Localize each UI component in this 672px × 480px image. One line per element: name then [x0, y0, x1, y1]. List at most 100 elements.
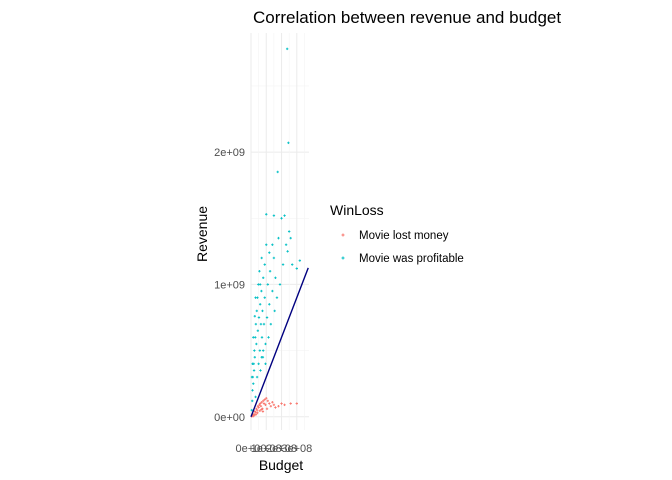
point	[253, 413, 256, 417]
point	[280, 402, 283, 405]
point	[265, 213, 268, 216]
point	[287, 141, 290, 145]
point	[256, 411, 259, 414]
point	[263, 263, 266, 266]
point	[283, 214, 286, 217]
point	[271, 289, 274, 293]
point	[260, 336, 264, 339]
point	[257, 406, 260, 409]
point	[252, 369, 256, 372]
point	[253, 349, 256, 352]
point	[264, 403, 267, 407]
point	[266, 283, 269, 286]
point	[251, 389, 254, 392]
point	[255, 309, 258, 313]
point	[258, 270, 261, 273]
point	[265, 316, 269, 319]
point	[258, 283, 262, 286]
y-tick-label: 0e+00	[214, 412, 245, 424]
point	[295, 267, 298, 270]
reference-line-group	[250, 267, 309, 418]
point	[254, 322, 258, 326]
point	[259, 404, 263, 408]
legend-label: Movie was profitable	[359, 253, 464, 265]
point	[265, 243, 268, 246]
point	[271, 401, 274, 404]
x-tick-label: 2e+08	[266, 443, 297, 455]
point	[268, 251, 271, 254]
point	[258, 403, 261, 407]
point	[257, 362, 260, 366]
point	[258, 349, 262, 352]
point	[287, 230, 291, 233]
x-tick-label: 0e+00	[236, 443, 267, 455]
point	[252, 336, 255, 339]
point	[260, 289, 263, 293]
point	[265, 397, 268, 400]
point	[253, 314, 257, 318]
point	[251, 399, 254, 403]
point	[260, 256, 263, 260]
x-tick-label: 1e+08	[251, 443, 282, 455]
point	[258, 402, 262, 405]
point	[250, 375, 254, 379]
point	[286, 250, 289, 253]
legend-entry: Movie was profitable	[341, 253, 464, 265]
point	[268, 402, 271, 405]
point	[268, 270, 272, 273]
point	[254, 410, 257, 414]
point	[258, 303, 262, 306]
point	[295, 402, 298, 405]
point	[256, 329, 260, 332]
point	[262, 402, 266, 405]
point	[254, 395, 257, 399]
point	[259, 369, 262, 372]
point	[255, 407, 258, 411]
legend-entry: Movie lost money	[341, 230, 449, 242]
y-tick-label: 2e+09	[214, 147, 245, 159]
point	[269, 404, 273, 408]
point	[280, 217, 283, 220]
point	[261, 410, 265, 413]
point	[252, 382, 255, 385]
point	[256, 404, 260, 408]
point	[258, 409, 262, 413]
point	[284, 243, 288, 246]
point	[260, 356, 263, 359]
point	[265, 407, 269, 411]
point	[289, 236, 292, 240]
point	[253, 356, 257, 359]
point	[254, 413, 258, 416]
point	[272, 214, 276, 217]
point	[291, 263, 294, 266]
point	[277, 236, 280, 240]
point	[267, 336, 270, 339]
point	[263, 296, 266, 299]
point	[263, 398, 266, 401]
point	[260, 408, 263, 411]
legend-title: WinLoss	[330, 202, 384, 218]
point	[298, 259, 302, 262]
y-tick-labels: 0e+00 1e+09 2e+09	[214, 147, 245, 424]
point	[281, 263, 285, 266]
point	[274, 276, 277, 280]
point	[276, 170, 279, 174]
point	[273, 309, 276, 313]
point	[251, 362, 254, 366]
grid	[250, 33, 309, 430]
point	[262, 349, 265, 352]
y-axis-title: Revenue	[194, 206, 210, 262]
point	[272, 403, 276, 407]
point	[274, 406, 277, 409]
legend: WinLoss Movie lost money Movie was profit…	[330, 202, 464, 265]
point	[255, 408, 259, 412]
point	[268, 303, 271, 306]
point	[262, 322, 266, 326]
point	[277, 404, 280, 408]
point	[269, 322, 273, 326]
point	[254, 296, 257, 299]
y-tick-label: 1e+09	[214, 279, 245, 291]
reference-line	[250, 267, 309, 418]
point	[272, 256, 276, 260]
